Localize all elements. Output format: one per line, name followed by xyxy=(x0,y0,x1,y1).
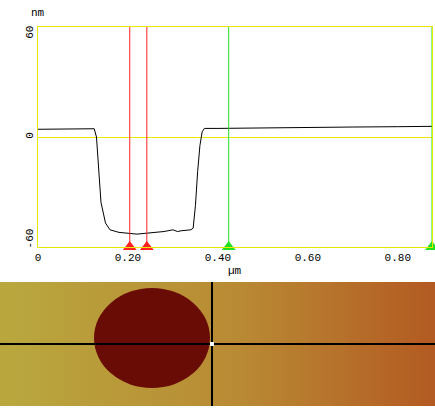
svg-text:0: 0 xyxy=(24,132,36,139)
svg-text:60: 60 xyxy=(24,26,36,39)
svg-text:0.80: 0.80 xyxy=(385,252,411,264)
svg-text:0.20: 0.20 xyxy=(115,252,141,264)
svg-text:0.40: 0.40 xyxy=(205,252,231,264)
svg-text:nm: nm xyxy=(31,7,45,19)
svg-text:0.60: 0.60 xyxy=(295,252,321,264)
svg-text:µm: µm xyxy=(228,265,242,277)
svg-text:0: 0 xyxy=(35,252,42,264)
svg-text:-60: -60 xyxy=(24,229,36,249)
